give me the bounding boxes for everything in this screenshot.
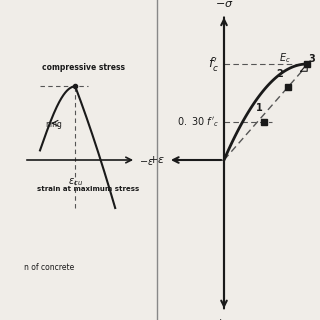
Text: 2: 2 (276, 68, 284, 78)
Text: 1: 1 (256, 103, 263, 114)
Text: compressive stress: compressive stress (42, 63, 125, 72)
Text: $+\sigma$: $+\sigma$ (215, 317, 233, 320)
Text: $E_c$: $E_c$ (279, 51, 291, 65)
Text: 3: 3 (308, 54, 316, 64)
Text: $f_c'$: $f_c'$ (208, 55, 219, 73)
Text: $\varepsilon_{cu}$: $\varepsilon_{cu}$ (68, 176, 83, 188)
Text: strain at maximum stress: strain at maximum stress (37, 186, 139, 192)
Text: n of concrete: n of concrete (24, 263, 74, 272)
Text: ning: ning (45, 120, 62, 129)
Text: $0.\ 30\ f'_c$: $0.\ 30\ f'_c$ (177, 115, 219, 129)
Text: $+\epsilon$: $+\epsilon$ (148, 155, 165, 165)
Text: $-\sigma$: $-\sigma$ (215, 0, 233, 9)
Text: $-\epsilon$: $-\epsilon$ (139, 156, 154, 167)
